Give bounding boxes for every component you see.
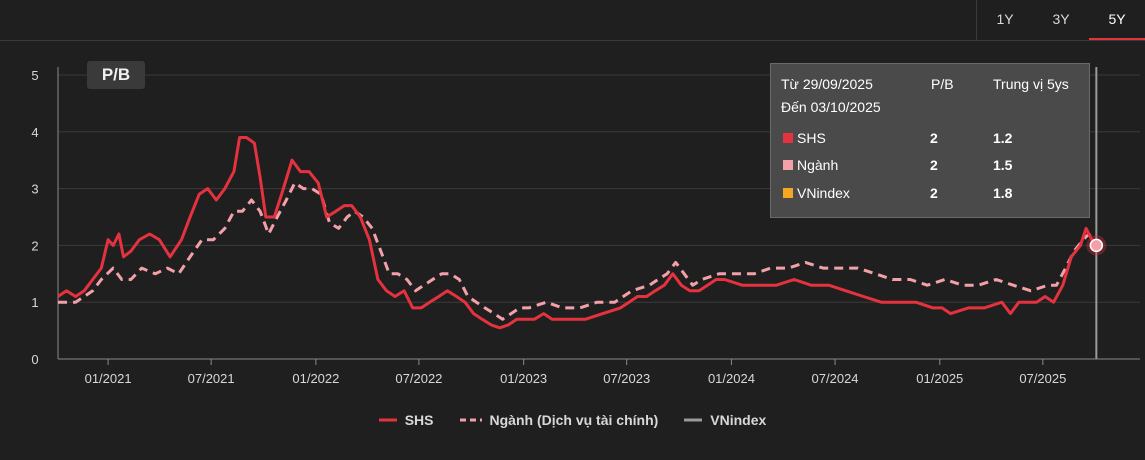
pb-chart: 0 1 2 3 4 5 01/2021 07/2021 01/2022 07/2022 01/202… (31, 67, 1140, 386)
tooltip-row-name: VNindex (797, 185, 850, 201)
series-line-nganh (58, 181, 1098, 321)
x-tick-label: 01/2021 (85, 371, 132, 386)
legend-swatch-solid-icon (378, 418, 397, 422)
tooltip-swatch-vnindex (783, 188, 793, 198)
cursor-point (1089, 238, 1104, 253)
series-line-shs (57, 136, 1098, 330)
tab-5y[interactable]: 5Y (1089, 0, 1145, 40)
y-tick-label: 4 (31, 125, 38, 140)
tooltip-row-value: 2 (930, 185, 938, 201)
legend-item-vnindex[interactable]: VNindex (684, 412, 766, 428)
y-tick-label: 5 (31, 68, 38, 83)
tooltip-row-name: SHS (797, 130, 826, 146)
legend-swatch-dashed-icon (459, 418, 482, 422)
legend-swatch-solid-icon (684, 418, 703, 422)
chart-legend: SHS Ngành (Dịch vụ tài chính) VNindex (0, 408, 1145, 432)
y-tick-label: 1 (31, 295, 38, 310)
x-tick-label: 01/2023 (500, 371, 547, 386)
tooltip-col-median: Trung vị 5ys (993, 76, 1069, 92)
tooltip-row-name: Ngành (797, 157, 839, 173)
legend-label: SHS (404, 412, 434, 428)
legend-item-nganh[interactable]: Ngành (Dịch vụ tài chính) (459, 412, 659, 428)
x-tick-label: 07/2023 (603, 371, 650, 386)
range-tabs: 1Y 3Y 5Y (976, 0, 1145, 40)
y-tick-label: 0 (31, 352, 38, 367)
axes: 0 1 2 3 4 5 01/2021 07/2021 01/2022 07/2022 01/202… (31, 67, 1140, 386)
tooltip-panel: Từ 29/09/2025 Đến 03/10/2025 P/B Trung v… (770, 63, 1090, 218)
tab-3y[interactable]: 3Y (1052, 11, 1070, 27)
x-tick-label: 01/2022 (292, 371, 339, 386)
tooltip-from: Từ 29/09/2025 (781, 76, 873, 92)
x-tick-label: 07/2025 (1019, 371, 1066, 386)
y-tick-label: 2 (31, 238, 38, 253)
tooltip-swatch-nganh (783, 160, 793, 170)
tooltip-row-value: 2 (930, 130, 938, 146)
tooltip-col-value: P/B (931, 76, 954, 92)
x-tick-label: 07/2024 (812, 371, 859, 386)
hover-cursor (1086, 67, 1107, 359)
x-tick-label: 01/2024 (708, 371, 755, 386)
series-lines (57, 136, 1098, 330)
tooltip-row-median: 1.2 (993, 130, 1013, 146)
tooltip-row-median: 1.5 (993, 157, 1013, 173)
legend-item-shs[interactable]: SHS (378, 412, 434, 428)
tooltip-row-value: 2 (930, 157, 938, 173)
chart-title-badge: P/B (87, 61, 145, 89)
y-tick-label: 3 (31, 182, 38, 197)
legend-label: VNindex (710, 412, 767, 428)
x-tick-label: 07/2022 (395, 371, 442, 386)
tooltip-swatch-shs (783, 133, 793, 143)
top-bar: 1Y 3Y 5Y (0, 0, 1145, 41)
x-tick-label: 07/2021 (188, 371, 235, 386)
tooltip-row-median: 1.8 (993, 185, 1013, 201)
x-tick-label: 01/2025 (916, 371, 963, 386)
tab-1y[interactable]: 1Y (996, 11, 1014, 27)
legend-label: Ngành (Dịch vụ tài chính) (489, 412, 659, 428)
tooltip-to: Đến 03/10/2025 (781, 99, 881, 115)
